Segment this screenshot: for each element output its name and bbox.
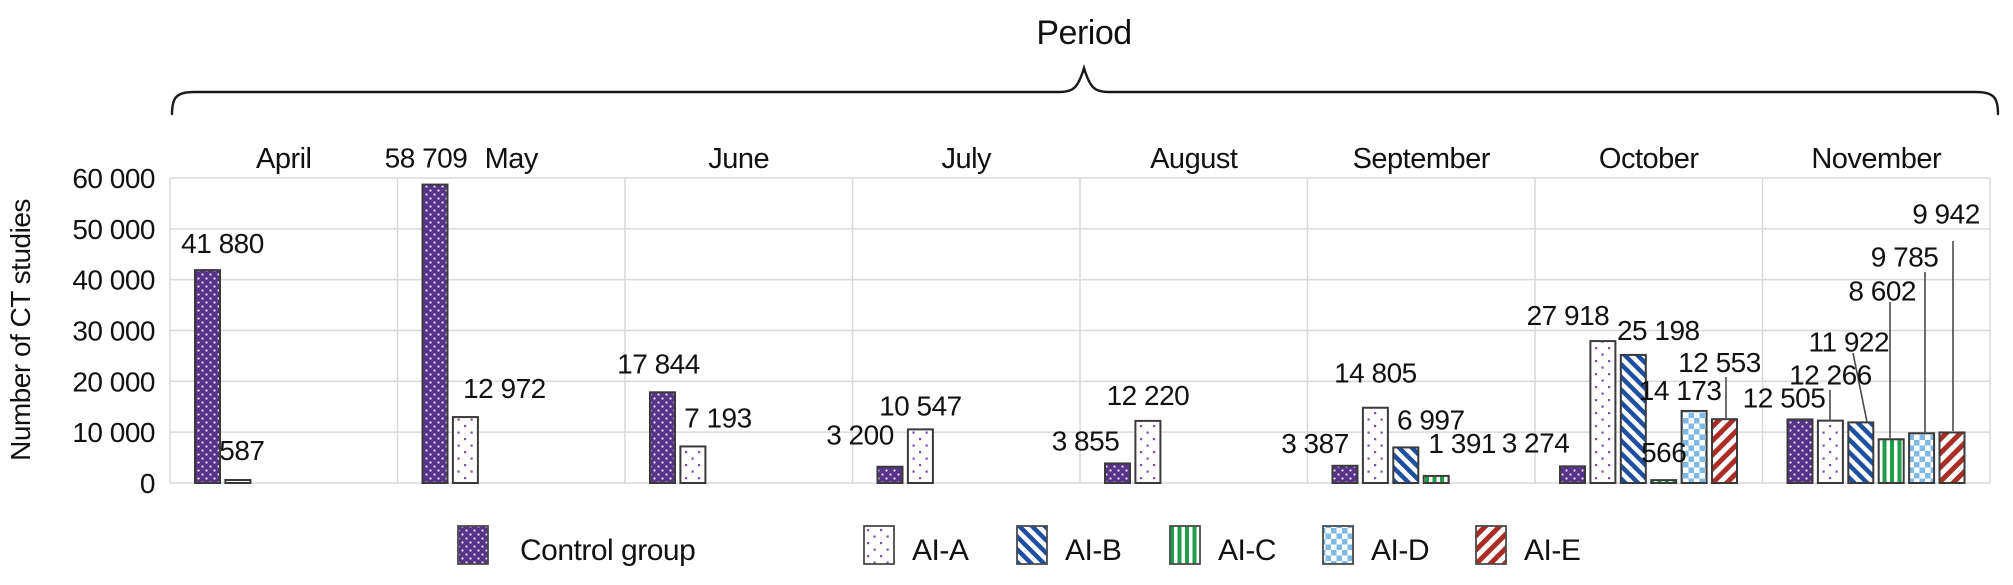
- value-label-control-group-july: 3 200: [826, 420, 894, 451]
- value-label-ai-e-october: 12 553: [1678, 347, 1761, 378]
- legend-label-ai-d: AI-D: [1371, 534, 1429, 567]
- value-label-ai-b-november: 11 922: [1809, 326, 1890, 357]
- bar-ai-c-october: [1650, 479, 1678, 484]
- y-tick-label: 0: [140, 468, 155, 499]
- bar-ai-a-may: [451, 416, 479, 484]
- legend-item-ai-e: AI-E: [1475, 525, 1581, 567]
- bar-ai-a-june: [679, 445, 707, 484]
- y-tick-label: 40 000: [72, 265, 155, 296]
- bar-control-group-april: [194, 269, 221, 484]
- value-label-ai-d-november: 9 785: [1871, 241, 1939, 272]
- bar-ai-a-september: [1361, 406, 1389, 484]
- value-label-control-group-may: 58 709: [385, 143, 468, 174]
- value-label-ai-a-july: 10 547: [879, 390, 962, 421]
- y-tick-label: 30 000: [72, 316, 155, 347]
- y-tick-label: 60 000: [72, 163, 155, 194]
- bar-control-group-august: [1104, 462, 1131, 484]
- y-tick-label: 10 000: [72, 417, 155, 448]
- month-label-november: November: [1811, 143, 1942, 175]
- value-label-control-group-august: 3 855: [1052, 425, 1120, 456]
- legend-label-ai-e: AI-E: [1524, 534, 1580, 567]
- value-label-ai-c-november: 8 602: [1848, 275, 1916, 306]
- bar-ai-c-november: [1877, 438, 1905, 484]
- bar-control-group-october: [1559, 465, 1586, 485]
- value-label-control-group-november: 12 505: [1743, 382, 1826, 413]
- bar-ai-d-november: [1908, 432, 1936, 484]
- leader-line-ai-b-november: [1852, 352, 1868, 423]
- bar-control-group-july: [876, 465, 904, 485]
- chart-title: Period: [1036, 14, 1131, 52]
- legend: Control group AI-A AI-B AI-C AI-D AI-E: [457, 525, 1581, 567]
- y-tick-labels: 0 10 000 20 000 30 000 40 000 50 000 60 000: [72, 163, 155, 499]
- legend-swatch-ai-d: [1322, 525, 1354, 565]
- value-label-ai-b-october: 25 198: [1617, 315, 1700, 346]
- value-label-ai-a-may: 12 972: [463, 373, 546, 404]
- y-tick-label: 20 000: [72, 366, 155, 397]
- bar-ai-a-august: [1134, 419, 1162, 484]
- value-label-ai-a-june: 7 193: [684, 402, 752, 433]
- value-label-ai-d-october: 14 173: [1639, 375, 1722, 406]
- value-label-control-group-april: 41 880: [181, 228, 264, 259]
- legend-label-control-group: Control group: [520, 534, 695, 567]
- month-label-october: October: [1599, 143, 1699, 175]
- legend-item-control-group: Control group: [457, 525, 696, 567]
- legend-item-ai-d: AI-D: [1322, 525, 1430, 567]
- bar-control-group-november: [1786, 418, 1814, 485]
- value-label-ai-a-september: 14 805: [1334, 358, 1417, 389]
- y-axis-title: Number of CT studies: [5, 199, 36, 461]
- legend-swatch-ai-e: [1475, 525, 1507, 565]
- value-label-ai-c-september: 1 391: [1428, 428, 1496, 459]
- bar-control-group-may: [421, 183, 449, 484]
- value-label-control-group-october: 3 274: [1502, 427, 1570, 458]
- bar-ai-a-november: [1816, 419, 1844, 484]
- bar-ai-c-september: [1422, 474, 1450, 484]
- value-label-ai-e-november: 9 942: [1912, 198, 1980, 229]
- bar-control-group-september: [1331, 464, 1359, 484]
- month-label-may: May: [485, 143, 539, 175]
- value-label-ai-a-october: 27 918: [1527, 300, 1610, 331]
- bar-ai-b-october: [1619, 353, 1647, 484]
- bar-ai-a-july: [906, 428, 934, 484]
- bar-ai-a-april: [224, 479, 252, 484]
- bar-ai-d-october: [1680, 409, 1708, 484]
- value-label-ai-c-october: 566: [1641, 437, 1686, 468]
- month-label-september: September: [1353, 143, 1491, 175]
- value-label-ai-a-april: 587: [219, 435, 264, 466]
- legend-item-ai-b: AI-B: [1016, 525, 1122, 567]
- month-label-april: April: [256, 143, 312, 175]
- value-label-ai-a-november: 12 266: [1789, 360, 1872, 391]
- value-label-ai-a-august: 12 220: [1107, 380, 1190, 411]
- bar-ai-a-october: [1589, 340, 1617, 484]
- month-label-june: June: [708, 143, 769, 175]
- legend-swatch-control-group: [457, 525, 489, 565]
- legend-swatch-ai-b: [1016, 525, 1048, 565]
- legend-item-ai-c: AI-C: [1169, 525, 1277, 567]
- legend-label-ai-c: AI-C: [1218, 534, 1276, 567]
- period-brace: [170, 63, 2000, 116]
- bars: [194, 183, 1966, 485]
- legend-label-ai-b: AI-B: [1065, 534, 1121, 567]
- value-label-control-group-september: 3 387: [1281, 428, 1349, 459]
- leader-lines: [1725, 241, 1954, 438]
- bar-ai-e-october: [1711, 418, 1738, 484]
- value-label-control-group-june: 17 844: [617, 348, 700, 379]
- legend-label-ai-a: AI-A: [912, 534, 969, 567]
- legend-item-ai-a: AI-A: [863, 525, 969, 567]
- bar-ai-b-september: [1392, 446, 1420, 484]
- month-labels: April May June July August September October No…: [256, 143, 1942, 175]
- month-label-july: July: [941, 143, 992, 175]
- value-label-ai-b-september: 6 997: [1397, 404, 1465, 435]
- bar-ai-e-november: [1938, 431, 1966, 484]
- bar-ai-b-november: [1847, 421, 1875, 485]
- y-tick-label: 50 000: [72, 214, 155, 245]
- bar-control-group-june: [649, 391, 676, 484]
- legend-swatch-ai-a: [863, 525, 895, 565]
- value-labels: 41 880 58 709 17 844 3 200 3 855 3 387 3 274 12…: [181, 143, 1980, 469]
- month-label-august: August: [1150, 143, 1238, 175]
- legend-swatch-ai-c: [1169, 525, 1201, 565]
